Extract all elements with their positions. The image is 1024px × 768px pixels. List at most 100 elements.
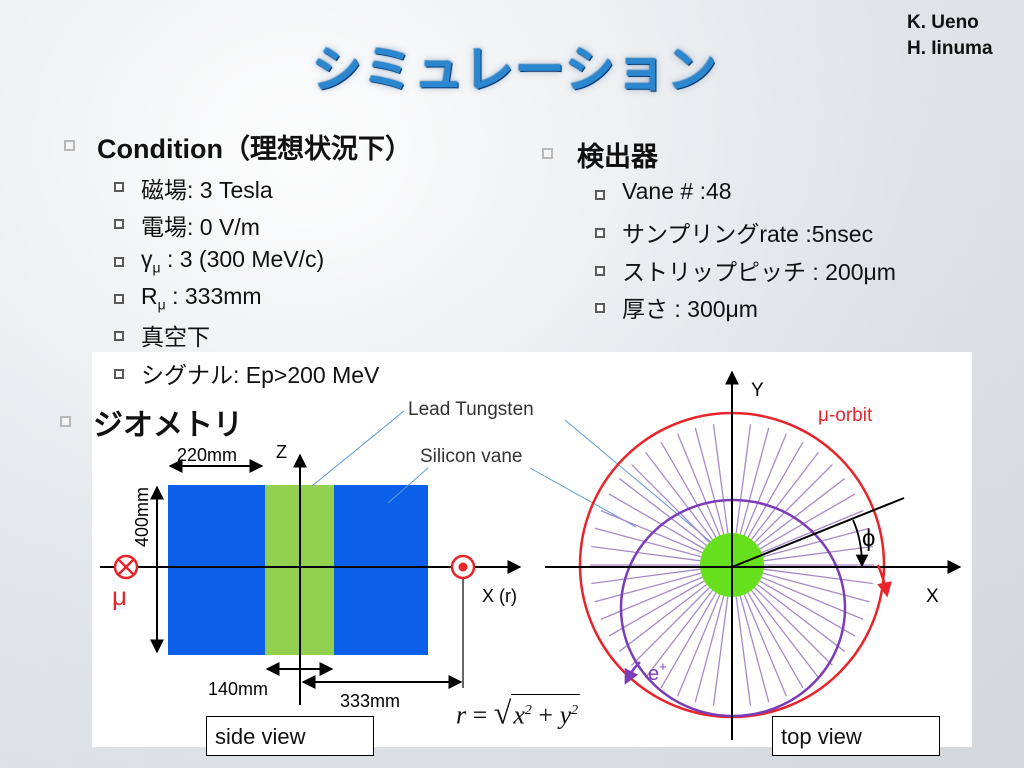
condition-item-radius: Rμ : 333mm (141, 283, 262, 313)
bullet-l1-icon (60, 416, 71, 427)
vane-line (712, 596, 729, 706)
vane-line (747, 592, 804, 689)
vane-line (743, 594, 787, 697)
orbit-direction-arrow (876, 564, 892, 598)
positron-direction-arrow (624, 661, 641, 685)
lead-tungsten-label: Lead Tungsten (408, 399, 534, 420)
vane-line (759, 493, 856, 550)
bullet-icon (114, 331, 124, 341)
dim-220-label: 220mm (177, 445, 237, 465)
detector-heading: 検出器 (577, 142, 658, 173)
vane-line (645, 589, 714, 679)
formula-y-pow: 2 (571, 703, 579, 718)
item-value: rate :5nsec (759, 221, 874, 247)
bullet-icon (114, 369, 124, 379)
formula-y: y (559, 700, 572, 730)
formula-lhs: r (456, 700, 467, 730)
formula-x: x (513, 700, 525, 730)
vane-line (677, 594, 721, 697)
dim-140-label: 140mm (208, 679, 268, 699)
phi-arc (852, 519, 869, 568)
silicon-vane-label: Silicon vane (420, 446, 522, 467)
phi-label: ϕ (862, 525, 875, 552)
top-y-label: Y (751, 380, 764, 401)
condition-heading-text: Condition (97, 134, 223, 164)
top-view-label: top view (772, 716, 940, 756)
item-value: : 333mm (165, 283, 262, 309)
vane-line (608, 493, 705, 550)
vane-line (735, 424, 752, 534)
vane-line (762, 527, 870, 558)
vane-line (712, 424, 729, 534)
item-label: 厚さ (622, 297, 668, 323)
item-sep: : (187, 214, 200, 240)
muon-into-page-icon (113, 554, 139, 580)
bullet-l1-icon (542, 148, 553, 159)
vane-line (739, 427, 770, 535)
vane-line (631, 587, 710, 666)
vane-line (608, 580, 705, 637)
bullet-icon (114, 182, 124, 192)
vane-line (756, 478, 846, 547)
item-value: : 3 (300 MeV/c) (160, 246, 325, 272)
vane-line (763, 568, 873, 585)
radius-formula: r = √x2 + y2 (456, 694, 581, 732)
item-value: : 300μm (668, 296, 758, 322)
item-value: 0 V/m (199, 214, 260, 240)
positron-label: e+ (648, 659, 667, 685)
silicon-leader-line (387, 467, 429, 504)
bullet-icon (595, 303, 605, 313)
vane-line (660, 592, 717, 689)
vane-line (694, 595, 725, 703)
condition-item-gamma: γμ : 3 (300 MeV/c) (141, 246, 324, 276)
dim-400-label: 400mm (132, 487, 152, 547)
formula-radicand: x2 + y2 (511, 694, 581, 730)
condition-item-vacuum: 真空下 (141, 318, 210, 352)
slide-title: シミュレーション (312, 41, 718, 99)
vane-line (750, 589, 819, 679)
vane-line (739, 595, 770, 703)
bullet-icon (114, 294, 124, 304)
bullet-icon (595, 228, 605, 238)
side-view-diagram: 220mm 400mm 140mm 333mm Z X (r) μ (100, 410, 522, 711)
item-sub: μ (152, 259, 161, 276)
positron-symbol: e (648, 663, 659, 685)
item-label: γ (141, 246, 153, 272)
authors: K. Ueno H. Iinuma (907, 10, 993, 62)
formula-eq: = (466, 700, 494, 730)
item-value: : 200μm (806, 259, 896, 285)
vane-line (645, 451, 714, 541)
vane-line (618, 583, 708, 652)
author-1: K. Ueno (907, 12, 979, 33)
condition-item-magnetic: 磁場: 3 Tesla (141, 171, 273, 205)
condition-item-electric: 電場: 0 V/m (141, 208, 260, 242)
condition-item-signal: シグナル: Ep>200 MeV (141, 356, 379, 390)
bullet-icon (114, 257, 124, 267)
item-label: 真空下 (141, 325, 210, 351)
item-value: Ep>200 MeV (245, 362, 380, 388)
condition-heading: Condition（理想状況下） (97, 127, 412, 166)
vane-line (735, 596, 752, 706)
item-value: 3 Tesla (199, 177, 273, 203)
vane-line (743, 433, 787, 536)
vane-line (618, 478, 708, 547)
author-2: H. Iinuma (907, 38, 993, 59)
top-view-diagram: Y X μ-orbit ϕ e+ (545, 370, 962, 740)
vane-line (759, 580, 856, 637)
vane-line (762, 572, 870, 603)
side-z-label: Z (276, 442, 287, 462)
item-label: R (141, 283, 158, 309)
vane-line (677, 433, 721, 536)
item-label: サンプリング (622, 222, 760, 248)
formula-x-pow: 2 (524, 703, 532, 718)
muon-out-of-page-icon (450, 554, 476, 580)
vane-line (754, 464, 833, 543)
vane-line (631, 464, 710, 543)
side-x-label: X (r) (482, 586, 517, 606)
muon-label: μ (112, 581, 127, 611)
formula-plus: + (531, 700, 560, 730)
sqrt-icon: √ (493, 694, 512, 731)
muon-orbit-label: μ-orbit (818, 405, 873, 426)
phi-line (731, 497, 905, 568)
item-label: 磁場 (141, 178, 187, 204)
